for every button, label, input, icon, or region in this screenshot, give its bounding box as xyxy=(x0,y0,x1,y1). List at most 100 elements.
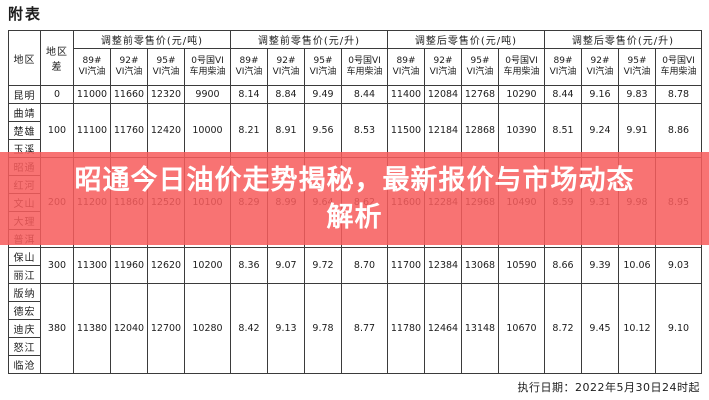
value-cell: 8.91 xyxy=(267,103,305,158)
group-header-2: 调整后零售价(元/吨) xyxy=(387,30,545,49)
fuel-col-header-g1-1: 92# VI汽油 xyxy=(267,48,305,86)
value-cell: 12768 xyxy=(461,85,499,104)
fuel-col-header-g2-0: 89# VI汽油 xyxy=(387,48,425,86)
value-cell: 9.39 xyxy=(581,247,619,284)
region-cell: 楚雄 xyxy=(8,121,41,140)
value-cell: 8.72 xyxy=(544,283,582,374)
value-cell: 8.42 xyxy=(230,283,268,374)
region-cell: 丽江 xyxy=(8,265,41,284)
value-cell: 12384 xyxy=(424,247,462,284)
value-cell: 8.77 xyxy=(341,283,388,374)
value-cell: 9.45 xyxy=(581,283,619,374)
value-cell: 12620 xyxy=(147,247,185,284)
value-cell: 8.86 xyxy=(655,103,702,158)
value-cell: 11660 xyxy=(110,85,148,104)
value-cell: 11300 xyxy=(73,247,111,284)
value-cell: 10200 xyxy=(184,247,231,284)
region-diff-cell: 300 xyxy=(40,247,74,284)
fuel-col-header-g0-2: 95# VI汽油 xyxy=(147,48,185,86)
fuel-col-header-g1-2: 95# VI汽油 xyxy=(304,48,342,86)
value-cell: 12320 xyxy=(147,85,185,104)
fuel-col-header-g3-0: 89# VI汽油 xyxy=(544,48,582,86)
value-cell: 12420 xyxy=(147,103,185,158)
table-row: 保山 300 11300 11960 12620 10200 8.36 9.07 9.72 8.7… xyxy=(8,247,702,284)
region-diff-cell: 380 xyxy=(40,283,74,374)
table-row: 临沧 xyxy=(8,355,702,374)
value-cell: 10000 xyxy=(184,103,231,158)
headline-banner-overlay: 昭通今日油价走势揭秘，最新报价与市场动态 解析 xyxy=(0,152,709,245)
value-cell: 8.53 xyxy=(341,103,388,158)
value-cell: 12040 xyxy=(110,283,148,374)
fuel-col-header-g1-0: 89# VI汽油 xyxy=(230,48,268,86)
region-cell: 昆明 xyxy=(8,85,41,104)
headline-line-2: 解析 xyxy=(326,201,383,233)
value-cell: 11960 xyxy=(110,247,148,284)
doc-title: 附表 xyxy=(8,5,43,23)
value-cell: 9.07 xyxy=(267,247,305,284)
fuel-col-header-g1-3: 0号国VI 车用柴油 xyxy=(341,48,388,86)
value-cell: 11500 xyxy=(387,103,425,158)
value-cell: 8.84 xyxy=(267,85,305,104)
value-cell: 12084 xyxy=(424,85,462,104)
value-cell: 9.56 xyxy=(304,103,342,158)
region-cell: 德宏 xyxy=(8,301,41,320)
col-header-region: 地区 xyxy=(8,30,41,86)
table-row: 昆明 0 11000 11660 12320 9900 8.14 8.84 9.49 8.44 11… xyxy=(8,85,702,104)
value-cell: 9.91 xyxy=(618,103,656,158)
value-cell: 9.49 xyxy=(304,85,342,104)
fuel-price-table: 地区 地区差 调整前零售价(元/吨) 调整前零售价(元/升) 调整后零售价(元/吨) 调整… xyxy=(8,30,702,374)
region-diff-cell: 0 xyxy=(40,85,74,104)
fuel-col-header-g0-3: 0号国VI 车用柴油 xyxy=(184,48,231,86)
value-cell: 13148 xyxy=(461,283,499,374)
fuel-col-header-g3-3: 0号国VI 车用柴油 xyxy=(655,48,702,86)
value-cell: 12184 xyxy=(424,103,462,158)
value-cell: 11700 xyxy=(387,247,425,284)
table-row: 曲靖 100 11100 11760 12420 10000 8.21 8.91 9.56 8.5… xyxy=(8,103,702,158)
group-header-1: 调整前零售价(元/升) xyxy=(230,30,388,49)
value-cell: 8.14 xyxy=(230,85,268,104)
fuel-col-header-g3-2: 95# VI汽油 xyxy=(618,48,656,86)
value-cell: 10290 xyxy=(498,85,545,104)
fuel-col-header-g3-1: 92# VI汽油 xyxy=(581,48,619,86)
col-header-region-diff: 地区差 xyxy=(40,30,74,86)
value-cell: 8.44 xyxy=(341,85,388,104)
fuel-col-header-g0-1: 92# VI汽油 xyxy=(110,48,148,86)
value-cell: 13068 xyxy=(461,247,499,284)
execution-date-label: 执行日期：2022年5月30日24时起 xyxy=(517,381,700,394)
region-cell: 临沧 xyxy=(8,355,41,374)
value-cell: 11760 xyxy=(110,103,148,158)
region-cell: 迪庆 xyxy=(8,319,41,338)
value-cell: 8.36 xyxy=(230,247,268,284)
value-cell: 11380 xyxy=(73,283,111,374)
value-cell: 8.44 xyxy=(544,85,582,104)
table-row: 丽江 xyxy=(8,265,702,284)
value-cell: 9.16 xyxy=(581,85,619,104)
group-header-0: 调整前零售价(元/吨) xyxy=(73,30,231,49)
value-cell: 12868 xyxy=(461,103,499,158)
region-cell: 保山 xyxy=(8,247,41,266)
value-cell: 8.70 xyxy=(341,247,388,284)
value-cell: 11780 xyxy=(387,283,425,374)
value-cell: 8.66 xyxy=(544,247,582,284)
value-cell: 10280 xyxy=(184,283,231,374)
fuel-col-header-g2-3: 0号国VI 车用柴油 xyxy=(498,48,545,86)
value-cell: 10590 xyxy=(498,247,545,284)
region-cell: 怒江 xyxy=(8,337,41,356)
region-cell: 曲靖 xyxy=(8,103,41,122)
value-cell: 11400 xyxy=(387,85,425,104)
value-cell: 10.12 xyxy=(618,283,656,374)
value-cell: 9.83 xyxy=(618,85,656,104)
region-cell: 版纳 xyxy=(8,283,41,302)
value-cell: 9.78 xyxy=(304,283,342,374)
value-cell: 9.10 xyxy=(655,283,702,374)
table-header: 地区 地区差 调整前零售价(元/吨) 调整前零售价(元/升) 调整后零售价(元/吨) 调整… xyxy=(8,30,702,86)
fuel-col-header-g0-0: 89# VI汽油 xyxy=(73,48,111,86)
table-row: 版纳 380 11380 12040 12700 10280 8.42 9.13 9.78 8.7… xyxy=(8,283,702,374)
value-cell: 10390 xyxy=(498,103,545,158)
value-cell: 9.03 xyxy=(655,247,702,284)
value-cell: 10670 xyxy=(498,283,545,374)
value-cell: 8.78 xyxy=(655,85,702,104)
value-cell: 12700 xyxy=(147,283,185,374)
value-cell: 11000 xyxy=(73,85,111,104)
